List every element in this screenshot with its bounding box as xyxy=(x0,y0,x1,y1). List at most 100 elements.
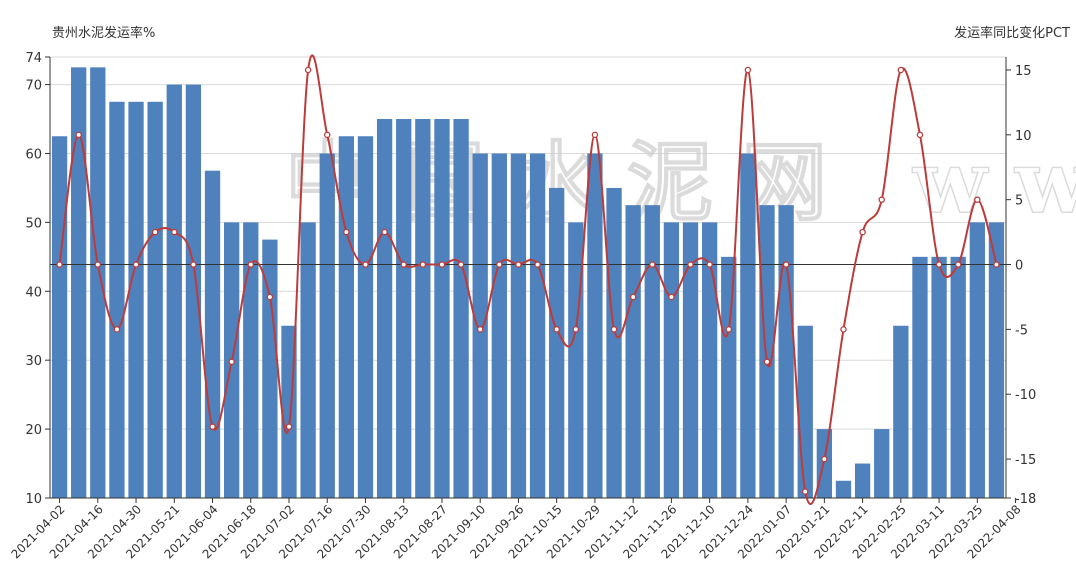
line-point xyxy=(687,261,694,268)
line-point xyxy=(171,228,178,236)
line-point xyxy=(381,228,388,236)
bar xyxy=(682,222,699,498)
line-point xyxy=(247,261,255,268)
left-axis-title: 贵州水泥发运率% xyxy=(52,26,156,41)
bar xyxy=(185,84,202,498)
bar xyxy=(51,136,68,498)
bar xyxy=(663,222,680,498)
bar xyxy=(912,256,928,498)
right-tick-label: 5 xyxy=(1015,194,1023,209)
right-tick-label: -18 xyxy=(1015,492,1036,507)
line-point xyxy=(801,488,809,495)
bar xyxy=(491,153,507,498)
bar xyxy=(529,153,546,498)
line-point xyxy=(266,293,274,301)
bar xyxy=(701,222,718,498)
bar xyxy=(644,205,660,498)
right-tick-label: 10 xyxy=(1015,129,1032,144)
line-point xyxy=(859,228,866,236)
bar xyxy=(740,153,756,498)
line-point xyxy=(591,131,599,139)
bar xyxy=(376,119,393,498)
line-point xyxy=(763,358,771,366)
bar xyxy=(950,256,966,498)
line-point xyxy=(304,66,312,74)
line-point xyxy=(190,261,197,268)
line-point xyxy=(496,261,503,268)
line-point xyxy=(840,326,847,333)
line-point xyxy=(438,261,446,268)
bar xyxy=(759,205,775,498)
left-tick-label: 50 xyxy=(25,216,42,231)
right-tick-label: -15 xyxy=(1015,453,1036,468)
line-point xyxy=(323,131,331,139)
bar xyxy=(874,429,890,498)
bar xyxy=(797,325,813,498)
bar xyxy=(90,67,106,498)
line-point xyxy=(132,261,140,268)
line-point xyxy=(649,261,656,268)
bar xyxy=(549,187,565,498)
right-axis-title: 发运率同比变化PCT xyxy=(954,26,1070,41)
bar xyxy=(969,222,985,498)
bar xyxy=(166,84,182,498)
right-tick-label: -10 xyxy=(1015,388,1036,403)
line-point xyxy=(974,196,981,203)
line-point xyxy=(56,261,63,268)
bar xyxy=(338,136,355,498)
left-tick-label: 30 xyxy=(25,354,42,369)
line-point xyxy=(572,326,580,333)
line-point xyxy=(821,455,828,463)
line-point xyxy=(151,228,159,236)
line-point xyxy=(629,293,637,301)
line-point xyxy=(725,326,733,333)
bar xyxy=(453,119,469,498)
line-point xyxy=(228,358,235,366)
bar xyxy=(625,205,641,498)
bar xyxy=(415,119,431,498)
right-tick-label: -5 xyxy=(1015,323,1028,338)
line-point xyxy=(935,261,943,268)
line-point xyxy=(610,326,618,333)
left-tick-label: 40 xyxy=(25,285,42,300)
line-point xyxy=(993,261,1000,268)
bar xyxy=(147,101,163,498)
line-point xyxy=(706,261,713,268)
bar xyxy=(893,325,909,498)
right-tick-label: 15 xyxy=(1015,64,1032,79)
line-point xyxy=(897,66,905,74)
left-tick-label: 74 xyxy=(25,51,42,66)
left-tick-label: 10 xyxy=(25,492,42,507)
left-tick-label: 20 xyxy=(25,423,42,438)
line-point xyxy=(916,131,924,139)
bar xyxy=(319,153,335,498)
bar xyxy=(396,119,412,498)
line-point xyxy=(285,423,293,430)
line-point xyxy=(515,261,522,268)
line-point xyxy=(94,261,102,268)
line-point xyxy=(878,196,885,203)
left-tick-label: 60 xyxy=(25,147,42,162)
bar xyxy=(262,239,278,498)
bar xyxy=(568,222,584,498)
bar xyxy=(587,153,603,498)
bar xyxy=(854,463,871,498)
bar xyxy=(204,170,221,498)
left-tick-label: 70 xyxy=(25,79,42,94)
line-point xyxy=(457,261,465,268)
line-point xyxy=(476,326,484,333)
bar xyxy=(357,136,374,498)
bar xyxy=(721,256,737,498)
line-point xyxy=(343,228,350,236)
bar xyxy=(71,67,87,498)
line-point xyxy=(553,326,560,333)
line-point xyxy=(113,326,121,333)
line-point xyxy=(400,261,407,268)
bar xyxy=(606,187,622,498)
line-point xyxy=(419,261,427,268)
line-layer xyxy=(56,54,1000,505)
line-point xyxy=(534,261,541,268)
line-point xyxy=(954,261,962,268)
bar xyxy=(109,101,125,498)
